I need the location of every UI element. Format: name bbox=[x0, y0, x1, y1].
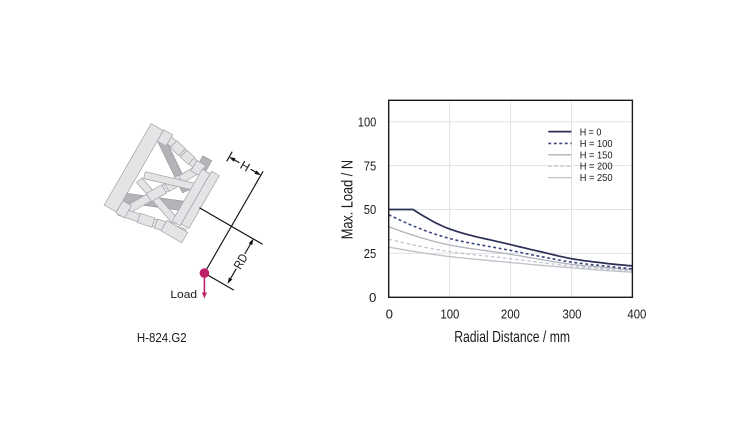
svg-text:100: 100 bbox=[440, 307, 459, 322]
svg-text:Load: Load bbox=[170, 289, 197, 301]
svg-text:300: 300 bbox=[563, 307, 582, 322]
svg-text:400: 400 bbox=[627, 307, 646, 322]
svg-text:RD: RD bbox=[231, 251, 251, 272]
svg-text:200: 200 bbox=[501, 307, 520, 322]
svg-text:100: 100 bbox=[358, 114, 377, 129]
svg-text:H = 150: H = 150 bbox=[580, 150, 613, 161]
svg-text:Radial Distance / mm: Radial Distance / mm bbox=[454, 329, 570, 346]
svg-text:H = 0: H = 0 bbox=[580, 127, 602, 138]
svg-text:H-824.G2: H-824.G2 bbox=[137, 330, 187, 345]
svg-text:H = 250: H = 250 bbox=[580, 173, 613, 184]
svg-text:0: 0 bbox=[369, 290, 376, 305]
svg-text:H = 200: H = 200 bbox=[580, 162, 613, 173]
svg-text:75: 75 bbox=[364, 158, 377, 173]
svg-text:H = 100: H = 100 bbox=[580, 139, 613, 150]
svg-text:25: 25 bbox=[364, 246, 377, 261]
svg-text:0: 0 bbox=[386, 307, 393, 322]
svg-text:50: 50 bbox=[364, 202, 377, 217]
svg-text:Max. Load / N: Max. Load / N bbox=[340, 160, 357, 239]
